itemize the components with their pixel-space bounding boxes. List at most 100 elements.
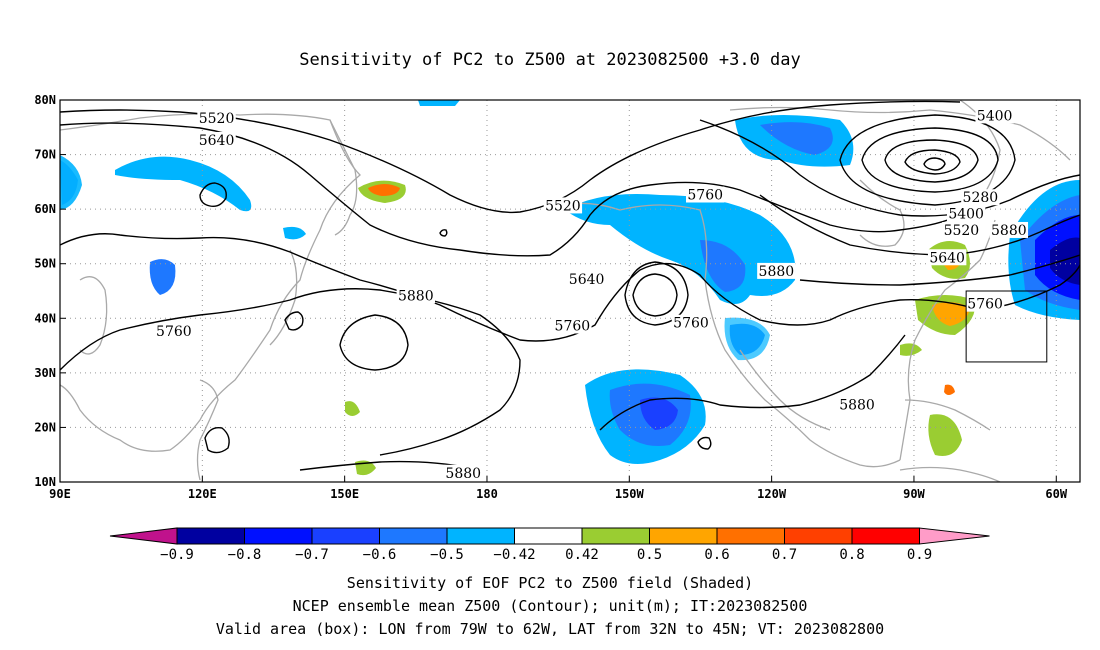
neg-region-atlantic-deep xyxy=(1050,237,1080,285)
contour-label: 5520 xyxy=(545,198,581,214)
contour-5760-east xyxy=(799,254,1080,286)
contour-label-bg xyxy=(942,221,981,238)
pos-region-pacific-small-1 xyxy=(345,401,360,416)
contour-5640-north xyxy=(60,122,961,257)
contour-label: 5400 xyxy=(948,207,984,223)
contour-small-ring-4 xyxy=(697,436,712,450)
contour-low-ring-1 xyxy=(839,114,1016,206)
coast-north-america xyxy=(559,202,901,468)
colorbar-swatch xyxy=(311,527,380,545)
contour-label: 5760 xyxy=(555,318,591,334)
contour-label-bg xyxy=(567,271,606,288)
contour-label-bg xyxy=(989,221,1029,238)
contour-label: 5880 xyxy=(445,466,481,482)
neg-region-japan xyxy=(149,259,176,295)
colorbar: −0.9 −0.8 −0.7 −0.6 −0.5 −0.42 0.42 0.5 0.6 0.7 0.… xyxy=(109,527,990,563)
coast-caribbean xyxy=(904,399,991,431)
colorbar-ext-high xyxy=(919,527,990,545)
contour-5520-east xyxy=(699,119,1080,217)
contour-label-bg xyxy=(197,131,236,148)
colorbar-label: 0.42 xyxy=(565,547,599,563)
lat-tick-label: 70N xyxy=(34,148,56,162)
coast-hudson xyxy=(859,179,905,247)
contour-label: 5640 xyxy=(569,272,605,288)
contour-low-ring-2 xyxy=(861,127,999,193)
contour-5880-bottom xyxy=(299,460,471,471)
colorbar-label: −0.42 xyxy=(493,547,535,563)
lat-tick-label: 80N xyxy=(34,93,56,107)
contour-low-ring-4 xyxy=(904,149,961,175)
contour-small-ring-2 xyxy=(284,311,304,331)
pos-region-east-us-core xyxy=(932,302,970,326)
coast-asia xyxy=(60,113,361,452)
pos-region-bering-core xyxy=(368,184,400,196)
lon-tick-label: 120W xyxy=(757,487,787,501)
contour-label: 5280 xyxy=(963,190,999,206)
coastlines xyxy=(60,100,1071,482)
colorbar-swatch xyxy=(379,527,448,545)
neg-region-arctic-canada-core xyxy=(760,122,833,155)
colorbar-swatch xyxy=(581,527,650,545)
colorbar-swatch xyxy=(649,527,718,545)
contour-label-bg xyxy=(946,205,986,222)
lat-axis: 10N 20N 30N 40N 50N 60N 70N 80N xyxy=(34,93,66,489)
contour-label: 5880 xyxy=(398,288,434,304)
contour-label-bg xyxy=(553,317,592,334)
colorbar-label: −0.7 xyxy=(295,547,329,563)
lon-tick-label: 150W xyxy=(615,487,645,501)
contour-small-ring-5 xyxy=(439,229,448,237)
caption-line-3: Valid area (box): LON from 79W to 62W, L… xyxy=(215,620,885,638)
neg-region-alaska-core xyxy=(700,240,746,292)
lat-tick-label: 50N xyxy=(34,257,56,271)
contour-low-ring-5 xyxy=(923,157,946,171)
colorbar-label: 0.8 xyxy=(839,547,864,563)
contour-small-ring-1 xyxy=(199,182,227,208)
map-border xyxy=(59,99,1081,483)
colorbar-swatch xyxy=(244,527,313,545)
contour-5880-inner xyxy=(632,273,678,317)
contour-label-bg xyxy=(757,262,796,279)
chart-title: Sensitivity of PC2 to Z500 at 2023082500… xyxy=(299,50,801,70)
map-frame-bg xyxy=(60,100,1080,482)
contour-label-bg xyxy=(961,189,1000,206)
contour-label-bg xyxy=(671,314,711,331)
neg-region-small-1 xyxy=(283,226,306,240)
colorbar-swatch xyxy=(514,527,583,545)
contour-label: 5760 xyxy=(967,297,1003,313)
coast-east-us xyxy=(899,219,996,461)
colorbar-swatch xyxy=(176,527,245,545)
colorbar-label: 0.6 xyxy=(704,547,729,563)
contour-low-ring-3 xyxy=(884,139,979,183)
contour-label-bg xyxy=(837,396,877,413)
lon-tick-label: 90W xyxy=(903,487,925,501)
colorbar-ext-low xyxy=(109,527,178,545)
contour-label-bg xyxy=(965,295,1005,312)
contour-label: 5640 xyxy=(929,250,965,266)
lon-tick-label: 90E xyxy=(49,487,71,501)
contour-label-bg xyxy=(686,186,725,203)
contour-label: 5880 xyxy=(759,264,795,280)
neg-region-kamchatka-west xyxy=(115,156,252,212)
contour-small-ring-3 xyxy=(204,427,230,454)
coast-taiwan-philippines xyxy=(196,379,219,481)
coast-korea xyxy=(79,276,108,355)
colorbar-label: −0.5 xyxy=(430,547,464,563)
neg-region-west-pacific-rim xyxy=(60,155,82,210)
contour-label-bg xyxy=(543,197,583,214)
lon-axis: 90E 120E 150E 180 150W 120W 90W 60W xyxy=(49,476,1068,501)
colorbar-swatch xyxy=(446,527,515,545)
coast-south-america xyxy=(899,466,1001,482)
contour-5760-main xyxy=(60,233,1080,342)
coast-kamchatka xyxy=(329,119,358,236)
contour-label: 5760 xyxy=(156,324,192,340)
coast-greenland xyxy=(959,100,1001,201)
lat-tick-label: 60N xyxy=(34,202,56,216)
contour-label-bg xyxy=(154,322,194,339)
neg-region-arctic-top xyxy=(418,100,460,106)
colorbar-label: −0.6 xyxy=(363,547,397,563)
colorbar-label: 0.9 xyxy=(907,547,932,563)
contour-label-bg xyxy=(975,107,1014,124)
colorbar-label: 0.5 xyxy=(637,547,662,563)
contour-label: 5760 xyxy=(673,316,709,332)
